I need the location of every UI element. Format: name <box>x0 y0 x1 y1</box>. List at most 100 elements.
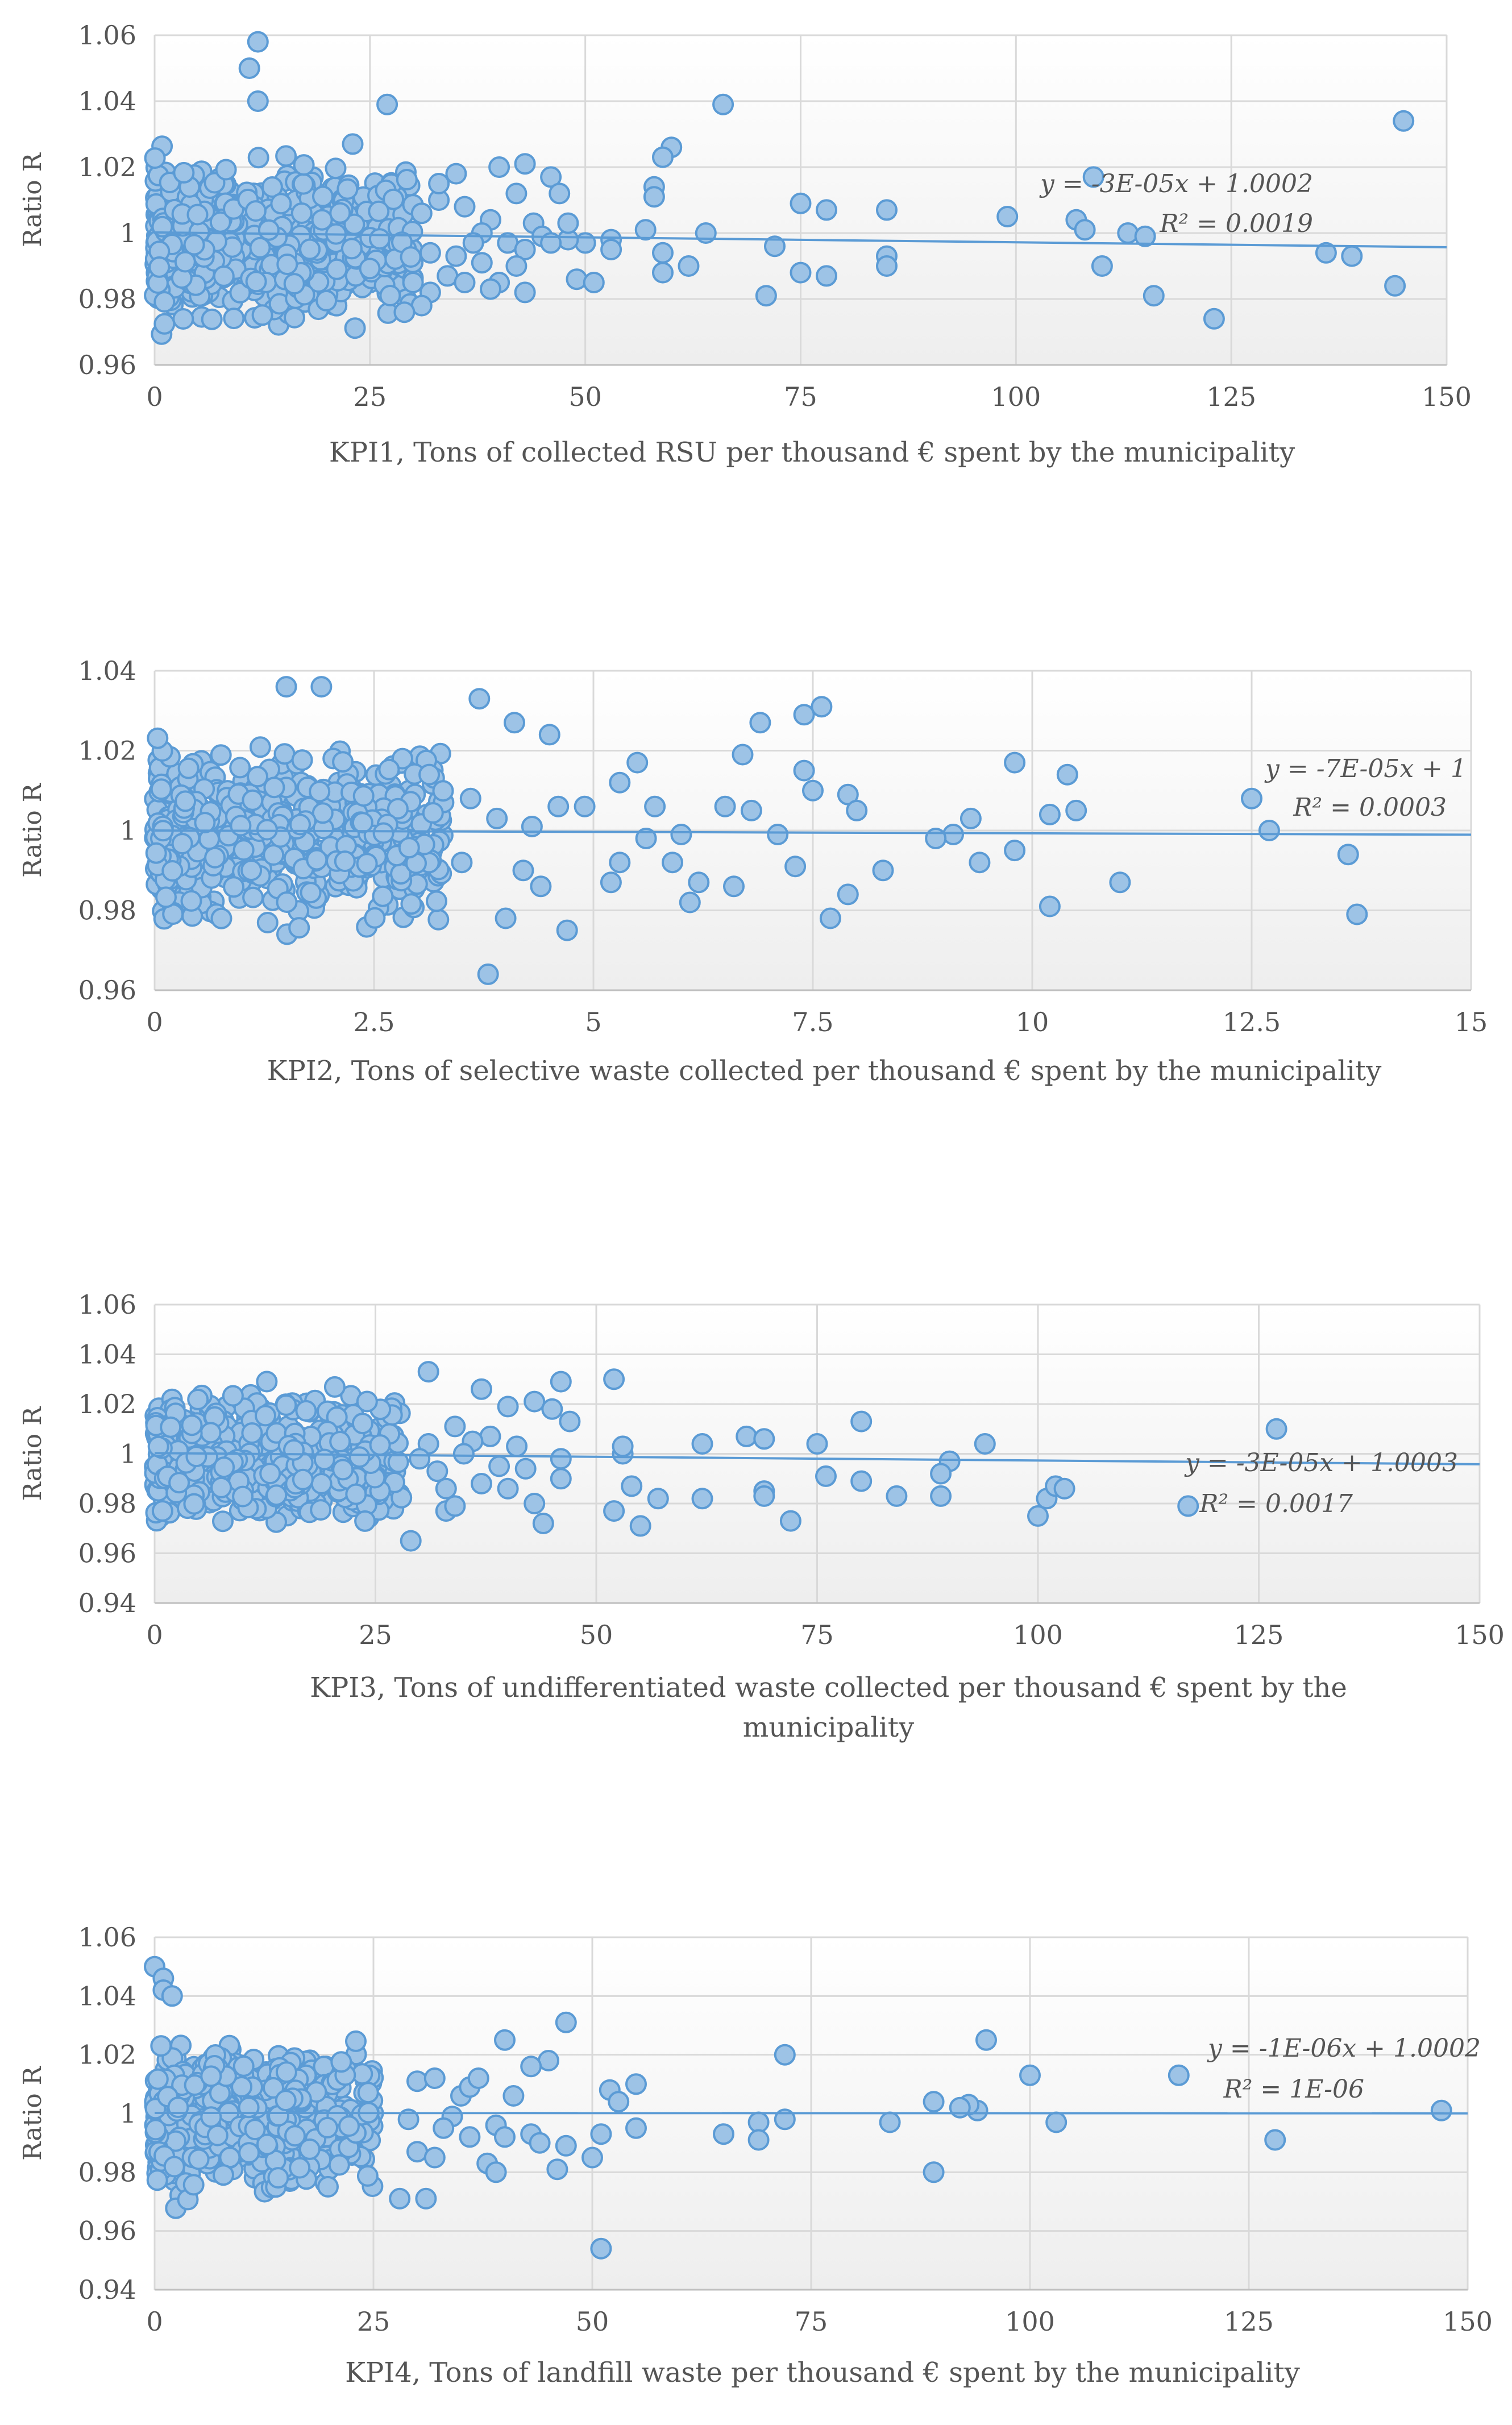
y-tick-label: 1.02 <box>78 1389 136 1419</box>
data-point <box>514 1458 537 1480</box>
data-point <box>155 886 177 908</box>
data-point <box>688 871 710 894</box>
data-point <box>723 875 745 898</box>
data-point <box>241 1422 263 1444</box>
data-point <box>1091 255 1113 277</box>
data-point <box>435 1477 457 1500</box>
data-point <box>309 780 331 803</box>
data-point <box>1430 2099 1452 2121</box>
r-squared-label: R² = 0.0019 <box>1159 209 1313 238</box>
y-tick-label: 0.96 <box>78 975 136 1006</box>
data-point <box>417 1361 439 1383</box>
data-point <box>1074 219 1096 241</box>
data-point <box>372 822 394 844</box>
data-point <box>603 1368 625 1390</box>
data-point <box>736 1425 758 1447</box>
data-point <box>662 852 683 874</box>
data-point <box>356 853 378 875</box>
scatter-series <box>144 676 1368 985</box>
data-point <box>184 2074 206 2096</box>
y-tick-label: 1.02 <box>78 152 136 182</box>
data-point <box>231 2076 253 2098</box>
data-point <box>213 1456 235 1479</box>
data-point <box>514 239 536 260</box>
data-point <box>459 2126 481 2148</box>
data-point <box>200 2106 222 2128</box>
x-axis-label: KPI4, Tons of landfill waste per thousan… <box>345 2357 1300 2389</box>
y-tick-label: 1.06 <box>78 1922 136 1953</box>
data-point <box>802 779 824 802</box>
data-point <box>468 688 491 710</box>
data-point <box>210 744 232 766</box>
data-point <box>996 206 1019 227</box>
data-point <box>1027 1505 1049 1527</box>
data-point <box>400 1530 422 1552</box>
data-point <box>163 2156 185 2178</box>
data-point <box>194 812 216 834</box>
data-point <box>255 1405 276 1427</box>
data-point <box>177 757 200 779</box>
data-point <box>180 890 202 912</box>
y-tick-label: 1.02 <box>78 736 136 766</box>
data-point <box>790 192 812 214</box>
data-point <box>486 807 508 829</box>
data-point <box>556 919 578 941</box>
data-point <box>369 1434 391 1456</box>
data-point <box>590 2237 612 2260</box>
x-axis-label: KPI1, Tons of collected RSU per thousand… <box>329 437 1295 468</box>
data-point <box>311 209 333 231</box>
data-point <box>753 1428 775 1450</box>
data-point <box>652 242 674 264</box>
data-point <box>247 31 269 53</box>
data-point <box>238 2142 260 2164</box>
y-tick-label: 1.06 <box>78 20 136 51</box>
data-point <box>273 743 296 765</box>
data-point <box>930 1463 952 1485</box>
data-point <box>557 212 579 234</box>
data-point <box>210 907 232 929</box>
data-point <box>1004 840 1026 862</box>
data-point <box>546 2158 568 2181</box>
data-point <box>670 824 692 845</box>
data-point <box>426 890 447 912</box>
data-point <box>747 2111 770 2133</box>
data-point <box>284 306 305 329</box>
data-point <box>256 912 279 933</box>
data-point <box>389 2187 411 2210</box>
data-point <box>444 1495 466 1517</box>
data-point <box>1065 799 1087 821</box>
data-point <box>819 907 841 929</box>
data-point <box>201 308 223 330</box>
x-axis-label: KPI2, Tons of selective waste collected … <box>267 1055 1382 1087</box>
data-point <box>538 724 560 746</box>
data-point <box>767 824 789 845</box>
data-point <box>583 272 605 293</box>
data-point <box>445 245 467 267</box>
y-tick-label: 0.98 <box>78 2157 136 2187</box>
scatter-series <box>144 31 1415 345</box>
chart-3: 0.94 0.96 0.98 1 1.02 1.04 1.06 0 25 50 75 100 125 15… <box>18 1289 1505 1743</box>
data-point <box>292 173 314 195</box>
x-tick-label: 0 <box>146 1007 163 1037</box>
data-point <box>1384 275 1406 297</box>
data-point <box>471 252 493 274</box>
data-point <box>691 1433 713 1455</box>
data-point <box>215 159 237 181</box>
data-point <box>267 2167 289 2189</box>
data-point <box>242 789 264 811</box>
data-point <box>167 2096 189 2119</box>
data-point <box>325 157 347 180</box>
data-point <box>459 787 481 809</box>
data-point <box>275 676 297 698</box>
data-point <box>1337 844 1359 866</box>
data-point <box>144 147 166 169</box>
data-point <box>249 736 271 758</box>
data-point <box>223 876 245 898</box>
data-point <box>283 273 305 295</box>
data-point <box>1203 308 1225 330</box>
y-tick-label: 0.94 <box>78 1588 136 1618</box>
x-tick-label: 125 <box>1234 1620 1284 1650</box>
chart-1: 0.96 0.98 1 1.02 1.04 1.06 0 25 50 75 100 125 150 Rat… <box>18 20 1472 468</box>
data-point <box>400 246 422 268</box>
x-tick-label: 0 <box>146 381 163 412</box>
